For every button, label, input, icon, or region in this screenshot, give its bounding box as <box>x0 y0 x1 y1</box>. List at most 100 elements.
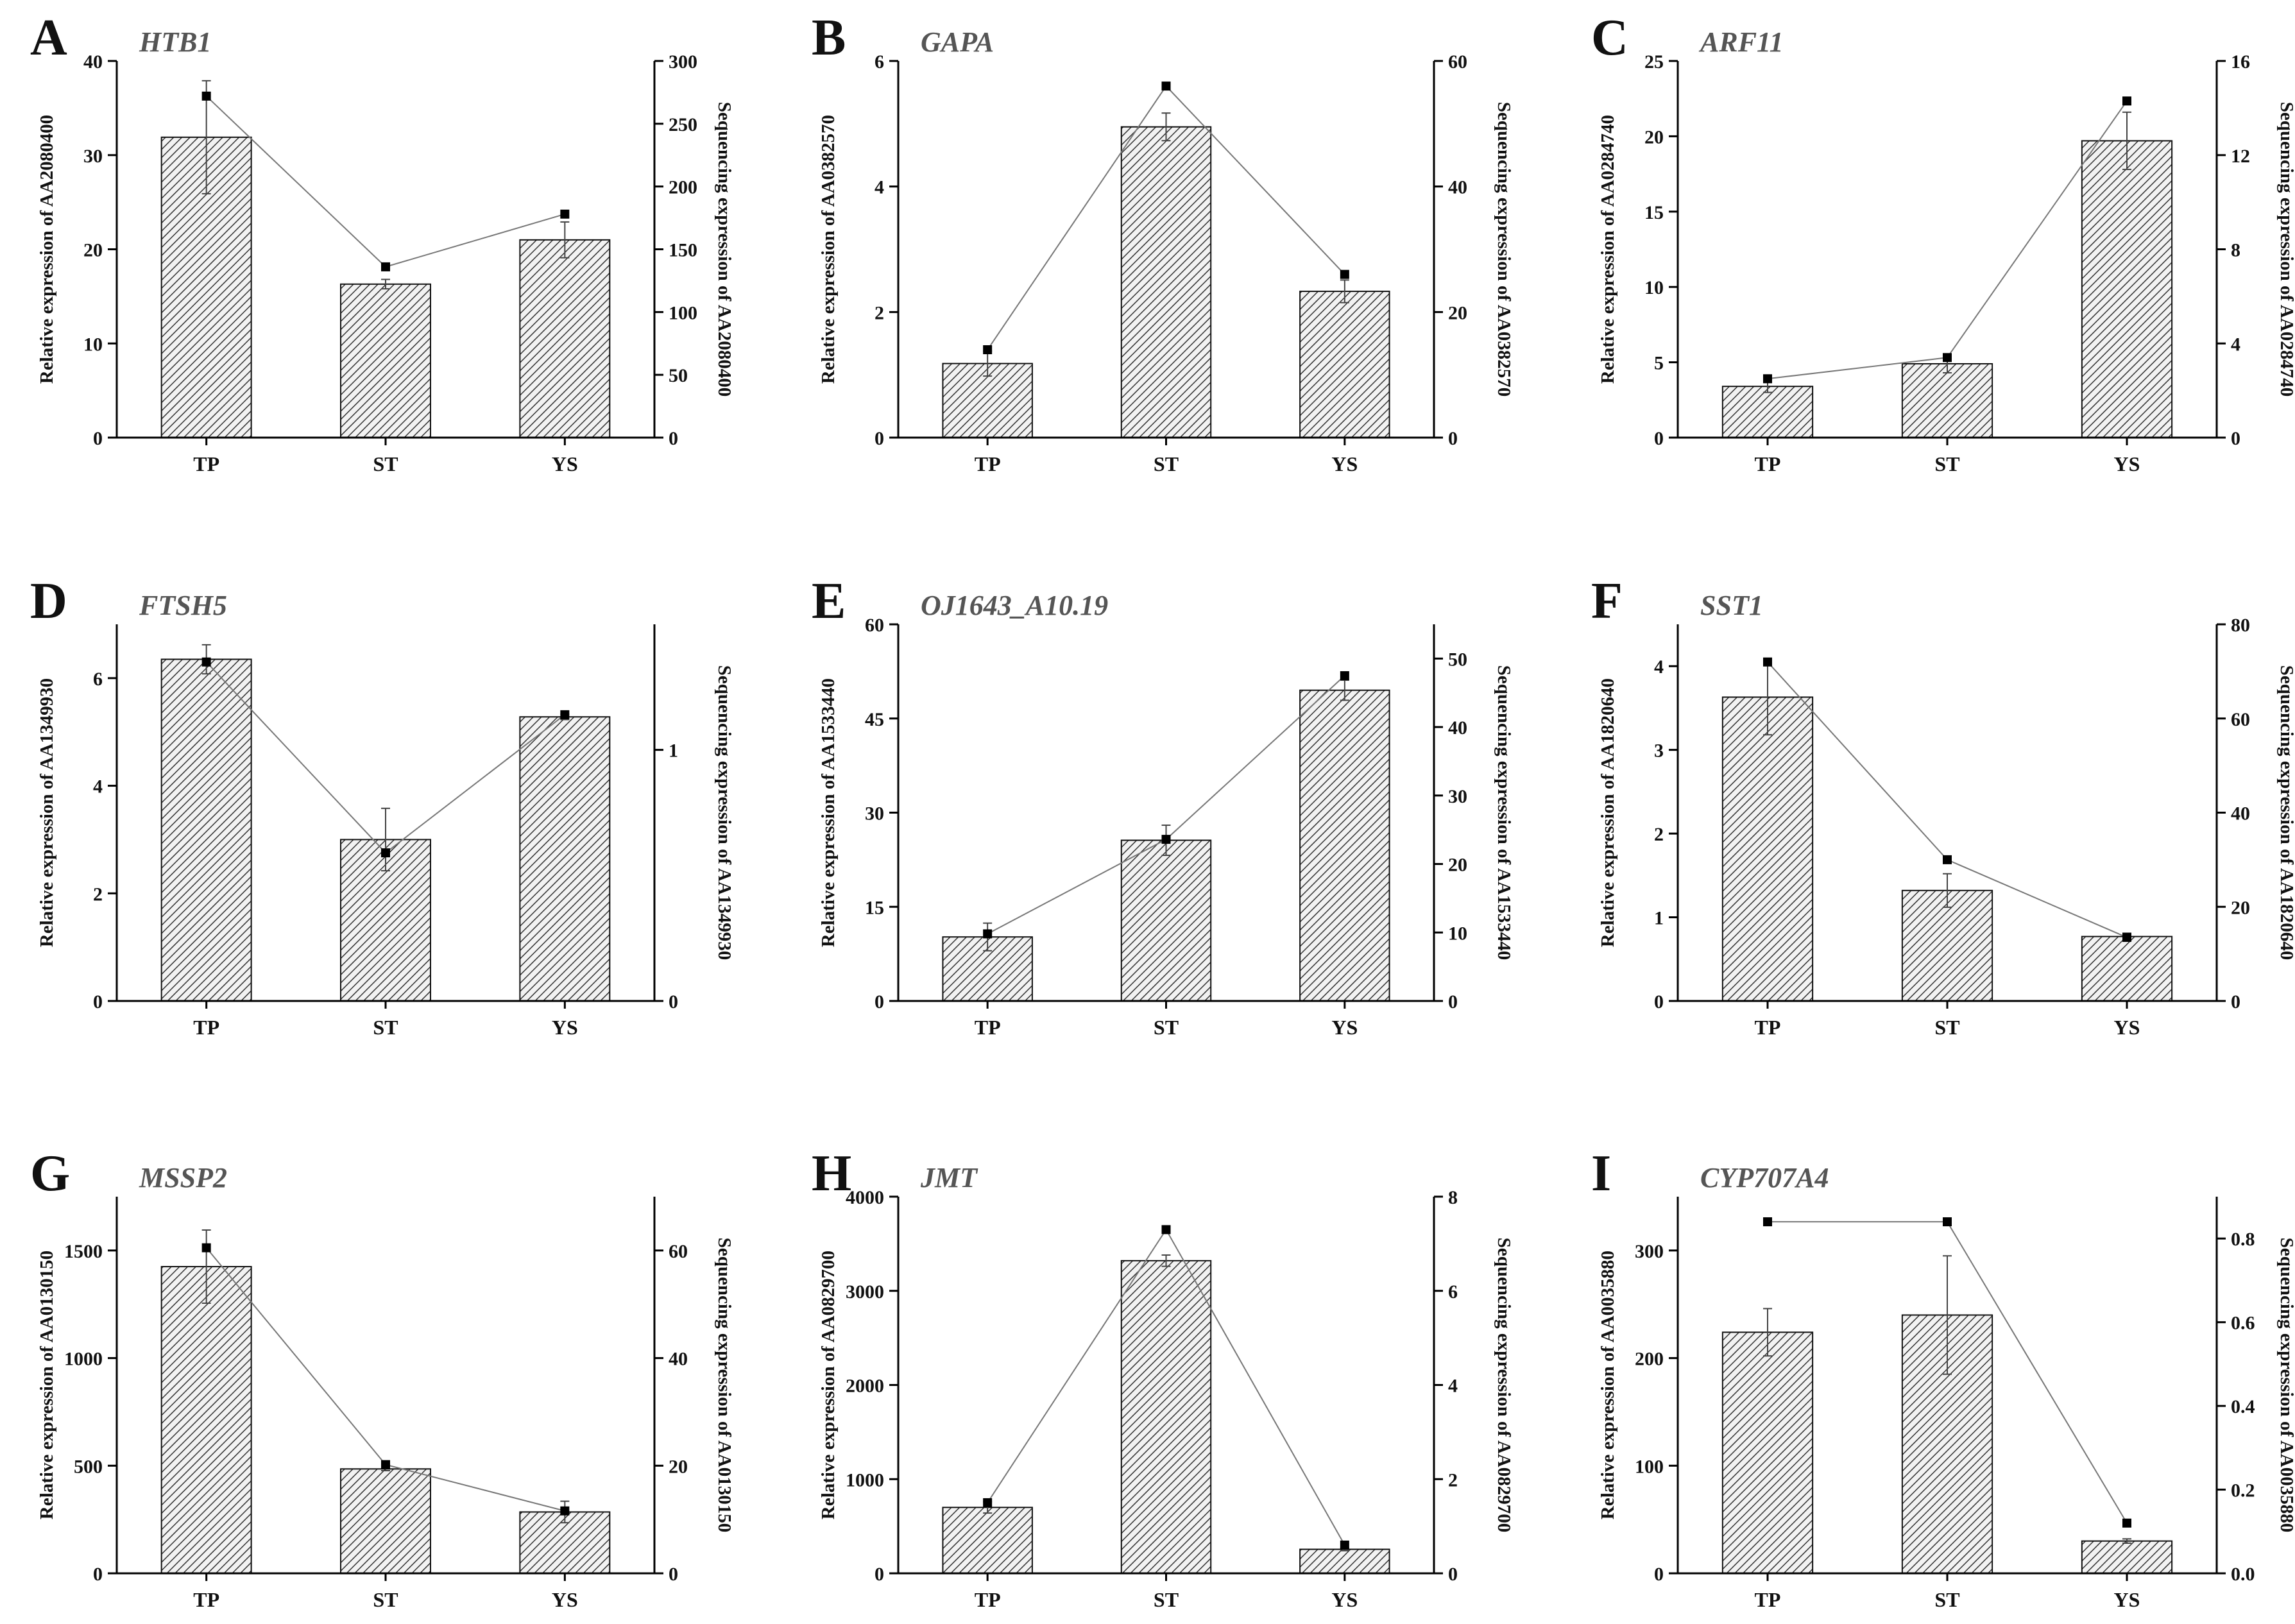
panel-g-letter: G <box>30 1145 70 1202</box>
panel-a-right-tick-label: 200 <box>669 177 697 198</box>
panel-f-bar-st <box>1901 889 1993 1002</box>
panel-e-left-axis-title: Relative expression of AA1533440 <box>818 678 839 947</box>
panel-a-category-label: YS <box>552 452 578 475</box>
panel-g-point-st <box>381 1460 390 1469</box>
panel-i-category-label: TP <box>1755 1588 1781 1611</box>
panel-b-left-axis-title: Relative expression of AA0382570 <box>818 115 839 384</box>
panel-h-right-tick-label: 6 <box>1448 1281 1458 1303</box>
panel-c-left-tick-label: 25 <box>1644 51 1664 73</box>
panel-e-category-label: TP <box>975 1016 1001 1039</box>
panel-f-left-tick-label: 0 <box>1654 991 1664 1013</box>
panel-d-right-tick-label: 1 <box>669 740 678 762</box>
panel-e-left-tick-label: 0 <box>874 991 884 1013</box>
panel-e-bar-ys <box>1299 689 1390 1002</box>
panel-h-point-st <box>1161 1225 1171 1235</box>
panel-d-left-tick-label: 0 <box>93 991 103 1013</box>
panel-d-left-tick-label: 6 <box>93 669 103 690</box>
panel-e-point-st <box>1161 835 1171 844</box>
panel-i-right-tick-label: 0.0 <box>2231 1564 2255 1585</box>
panel-g-left-tick-label: 500 <box>74 1456 103 1477</box>
panel-b-letter: B <box>812 10 846 66</box>
panel-f-category-label: YS <box>2114 1016 2140 1039</box>
panel-h-gene-name: JMT <box>920 1162 978 1193</box>
panel-h-left-tick-label: 0 <box>874 1564 884 1585</box>
panel-c-right-axis-title: Sequencing expression of AA0284740 <box>2276 102 2295 397</box>
panel-c-left-tick-label: 0 <box>1654 428 1664 449</box>
panel-h-left-tick-label: 1000 <box>846 1469 884 1491</box>
panel-a-point-ys <box>560 209 570 219</box>
panel-i-bar-tp <box>1721 1331 1814 1575</box>
panel-b-gene-name: GAPA <box>921 26 994 58</box>
panel-i-right-tick-label: 0.2 <box>2231 1480 2255 1501</box>
panel-a-point-tp <box>201 91 211 101</box>
panel-h-right-axis-title: Sequencing expression of AA0829700 <box>1494 1238 1514 1532</box>
panel-e-point-ys <box>1340 671 1349 681</box>
panel-c-category-label: ST <box>1934 452 1959 475</box>
panel-a-right-tick-label: 250 <box>669 114 697 135</box>
panel-i-left-tick-label: 0 <box>1654 1564 1664 1585</box>
panel-e-right-tick-label: 20 <box>1448 855 1467 876</box>
panel-a-left-tick-label: 30 <box>83 146 103 167</box>
panel-b-left-tick-label: 6 <box>874 51 884 73</box>
panel-f-bar-ys <box>2081 936 2173 1002</box>
panel-c-sequencing-line <box>1767 100 2128 380</box>
panel-e-left-tick-label: 45 <box>865 709 884 730</box>
panel-e-category-label: YS <box>1331 1016 1358 1039</box>
panel-c-left-tick-label: 15 <box>1644 202 1664 223</box>
panel-a-left-tick-label: 20 <box>83 240 103 261</box>
panel-f-right-tick-label: 40 <box>2231 803 2250 825</box>
panel-e-category-label: ST <box>1154 1016 1179 1039</box>
panel-b-right-tick-label: 0 <box>1448 428 1458 449</box>
panel-e-right-tick-label: 10 <box>1448 923 1467 944</box>
panel-a-right-tick-label: 150 <box>669 240 697 261</box>
panel-e-gene-name: OJ1643_A10.19 <box>921 590 1108 621</box>
panel-h-left-tick-label: 2000 <box>846 1376 884 1397</box>
panel-i-gene-name: CYP707A4 <box>1700 1162 1829 1193</box>
panel-i-left-tick-label: 300 <box>1635 1241 1664 1262</box>
panel-g-category-label: YS <box>552 1588 578 1611</box>
panel-a-bar-st <box>340 283 431 438</box>
panel-d-letter: D <box>30 573 67 629</box>
panel-h-point-tp <box>983 1498 993 1507</box>
panel-b-right-tick-label: 40 <box>1448 177 1467 198</box>
panel-i-letter: I <box>1591 1145 1611 1202</box>
panel-g-right-tick-label: 60 <box>669 1241 688 1262</box>
panel-b-left-tick-label: 2 <box>874 302 884 323</box>
panel-e-right-tick-label: 30 <box>1448 786 1467 807</box>
panel-f-category-label: TP <box>1755 1016 1781 1039</box>
panel-c-category-label: YS <box>2114 452 2140 475</box>
panel-c-left-tick-label: 20 <box>1644 126 1664 148</box>
panel-f-left-tick-label: 1 <box>1654 908 1664 929</box>
panel-c-left-tick-label: 5 <box>1654 353 1664 374</box>
panel-f-left-axis-title: Relative expression of AA1820640 <box>1598 678 1618 947</box>
panel-i-right-tick-label: 0.8 <box>2231 1229 2255 1250</box>
panel-c-point-st <box>1943 353 1952 363</box>
panel-d-left-tick-label: 2 <box>93 884 103 905</box>
panel-b-right-axis-title: Sequencing expression of AA0382570 <box>1494 102 1514 397</box>
panel-c-right-tick-label: 16 <box>2231 51 2250 73</box>
panel-f-category-label: ST <box>1934 1016 1959 1039</box>
panel-e-letter: E <box>812 573 846 629</box>
panel-e-right-tick-label: 50 <box>1448 649 1467 670</box>
panel-e-right-axis-title: Sequencing expression of AA1533440 <box>1494 665 1514 960</box>
panel-b-left-tick-label: 0 <box>874 428 884 449</box>
panel-d-category-label: YS <box>552 1016 578 1039</box>
panel-b-point-tp <box>983 345 993 355</box>
panel-a-right-tick-label: 0 <box>669 428 678 449</box>
panel-f-point-tp <box>1763 657 1772 667</box>
panel-i-right-tick-label: 0.6 <box>2231 1313 2255 1334</box>
panel-d: 0 2 4 6 0 1 TP ST YS Relative expression of AA134… <box>30 573 735 1039</box>
panel-g-category-label: TP <box>193 1588 219 1611</box>
panel-i: 0 100 200 300 0.0 0.2 0.4 0.6 0.8 TP ST YS Relative … <box>1591 1145 2295 1611</box>
panel-c-gene-name: ARF11 <box>1698 26 1784 58</box>
panel-i-point-tp <box>1763 1217 1772 1227</box>
panel-h-right-tick-label: 8 <box>1448 1187 1458 1208</box>
panel-f-point-st <box>1943 855 1952 864</box>
panel-d-point-ys <box>560 710 570 719</box>
panel-g-right-tick-label: 20 <box>669 1456 688 1477</box>
panel-f-right-tick-label: 20 <box>2231 897 2250 918</box>
panel-c-left-tick-label: 10 <box>1644 277 1664 298</box>
panel-i-category-label: YS <box>2114 1588 2140 1611</box>
panel-c-right-tick-label: 4 <box>2231 334 2240 355</box>
panel-i-bar-ys <box>2081 1540 2173 1575</box>
